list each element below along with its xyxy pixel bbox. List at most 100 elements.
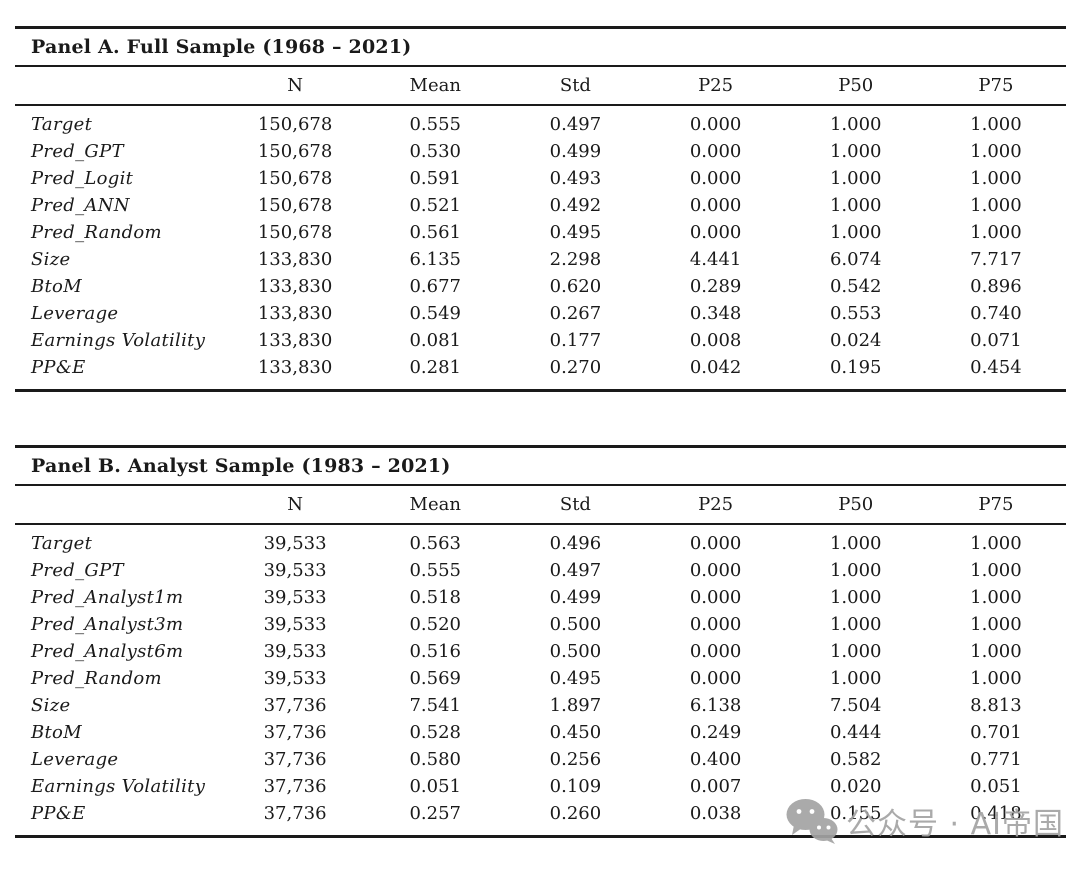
table-cell: 1.000 [829, 222, 882, 243]
table-cell: 39,533 [263, 668, 327, 689]
table-cell: 1.000 [970, 614, 1022, 635]
table-cell: 0.289 [689, 276, 742, 297]
table-cell: 0.555 [409, 114, 461, 135]
table-cell: 1.000 [970, 222, 1022, 243]
table-cell: 0.007 [689, 776, 742, 797]
table-cell: 0.500 [549, 614, 602, 635]
table-cell: 150,678 [257, 222, 333, 243]
table-cell: 0.499 [549, 141, 602, 162]
column-header-mean: Mean [409, 494, 461, 515]
row-label: Pred_GPT [31, 560, 124, 581]
table-cell: 0.495 [549, 222, 602, 243]
table-cell: 39,533 [263, 560, 327, 581]
table-cell: 150,678 [257, 141, 333, 162]
table-row: Pred_Random 150,678 0.561 0.495 0.000 1.000 1.… [15, 219, 1066, 246]
table-cell: 7.541 [409, 695, 461, 716]
column-header-p75: P75 [978, 494, 1014, 515]
table-cell: 0.542 [829, 276, 882, 297]
column-header-p50: P50 [838, 75, 874, 96]
table-cell: 0.521 [409, 195, 461, 216]
table-row: Pred_Analyst6m 39,533 0.516 0.500 0.000 1.000… [15, 638, 1066, 665]
table-row: Pred_Random 39,533 0.569 0.495 0.000 1.000 1.0… [15, 665, 1066, 692]
table-row: Size 133,830 6.135 2.298 4.441 6.074 7.717 [15, 246, 1066, 273]
table-row: Pred_Analyst1m 39,533 0.518 0.499 0.000 1.000… [15, 584, 1066, 611]
table-cell: 0.582 [829, 749, 882, 770]
table-cell: 0.000 [689, 641, 742, 662]
table-cell: 0.493 [549, 168, 602, 189]
table-cell: 0.591 [409, 168, 461, 189]
table-row: Earnings Volatility 133,830 0.081 0.177 0.00… [15, 327, 1066, 354]
table-cell: 0.450 [549, 722, 602, 743]
table-cell: 0.555 [409, 560, 461, 581]
table-cell: 1.000 [970, 168, 1022, 189]
row-label: Size [31, 249, 71, 270]
row-label: Pred_Analyst1m [31, 587, 184, 608]
table-cell: 0.569 [409, 668, 461, 689]
row-label: BtoM [31, 722, 82, 743]
table-cell: 1.000 [829, 533, 882, 554]
row-label: Pred_Analyst3m [31, 614, 184, 635]
column-header-std: Std [559, 494, 591, 515]
table-cell: 0.497 [549, 560, 602, 581]
table-cell: 0.492 [549, 195, 602, 216]
table-cell: 0.260 [549, 803, 602, 824]
table-cell: 0.496 [549, 533, 602, 554]
table-cell: 0.677 [409, 276, 461, 297]
row-label: Target [31, 533, 93, 554]
table-row: Pred_GPT 150,678 0.530 0.499 0.000 1.000 1.000 [15, 138, 1066, 165]
table-cell: 0.000 [689, 114, 742, 135]
table-cell: 0.499 [549, 587, 602, 608]
table-cell: 0.257 [409, 803, 461, 824]
table-cell: 0.549 [409, 303, 461, 324]
panel-b-header-row: N Mean Std P25 P50 P75 [15, 486, 1066, 525]
table-cell: 1.000 [829, 641, 882, 662]
table-cell: 1.000 [829, 141, 882, 162]
table-cell: 6.138 [689, 695, 742, 716]
row-label: Leverage [31, 749, 119, 770]
table-cell: 0.000 [689, 168, 742, 189]
panel-a-table: Panel A. Full Sample (1968 – 2021) N Mean… [15, 26, 1066, 392]
table-cell: 0.563 [409, 533, 461, 554]
table-row: Target 39,533 0.563 0.496 0.000 1.000 1.000 [15, 530, 1066, 557]
row-label: BtoM [31, 276, 82, 297]
table-cell: 1.000 [970, 141, 1022, 162]
table-cell: 0.518 [409, 587, 461, 608]
table-cell: 1.000 [970, 668, 1022, 689]
table-cell: 1.000 [829, 614, 882, 635]
table-cell: 0.500 [549, 641, 602, 662]
table-cell: 0.281 [409, 357, 461, 378]
table-cell: 0.530 [409, 141, 461, 162]
table-row: Leverage 37,736 0.580 0.256 0.400 0.582 0.771 [15, 746, 1066, 773]
table-cell: 1.000 [970, 587, 1022, 608]
table-cell: 0.000 [689, 222, 742, 243]
table-cell: 8.813 [970, 695, 1022, 716]
table-cell: 1.000 [829, 587, 882, 608]
table-row: Size 37,736 7.541 1.897 6.138 7.504 8.813 [15, 692, 1066, 719]
table-cell: 39,533 [263, 533, 327, 554]
table-cell: 0.580 [409, 749, 461, 770]
table-row: PP&E 133,830 0.281 0.270 0.042 0.195 0.454 [15, 354, 1066, 381]
table-cell: 39,533 [263, 587, 327, 608]
table-cell: 0.038 [689, 803, 742, 824]
table-cell: 6.074 [829, 249, 882, 270]
table-cell: 0.256 [549, 749, 602, 770]
table-cell: 1.000 [829, 168, 882, 189]
row-label: Pred_Analyst6m [31, 641, 184, 662]
table-cell: 6.135 [409, 249, 461, 270]
row-label: Pred_Random [31, 668, 162, 689]
table-cell: 0.495 [549, 668, 602, 689]
table-cell: 0.528 [409, 722, 461, 743]
table-cell: 0.000 [689, 587, 742, 608]
table-row: Target 150,678 0.555 0.497 0.000 1.000 1.000 [15, 111, 1066, 138]
table-cell: 133,830 [257, 276, 333, 297]
table-cell: 0.740 [970, 303, 1022, 324]
column-header-n: N [287, 75, 303, 96]
table-cell: 0.267 [549, 303, 602, 324]
table-row: Leverage 133,830 0.549 0.267 0.348 0.553 0.740 [15, 300, 1066, 327]
row-label: Earnings Volatility [31, 776, 206, 797]
table-row: Pred_Logit 150,678 0.591 0.493 0.000 1.000 1.0… [15, 165, 1066, 192]
row-label: PP&E [31, 357, 86, 378]
table-cell: 0.520 [409, 614, 461, 635]
column-header-n: N [287, 494, 303, 515]
